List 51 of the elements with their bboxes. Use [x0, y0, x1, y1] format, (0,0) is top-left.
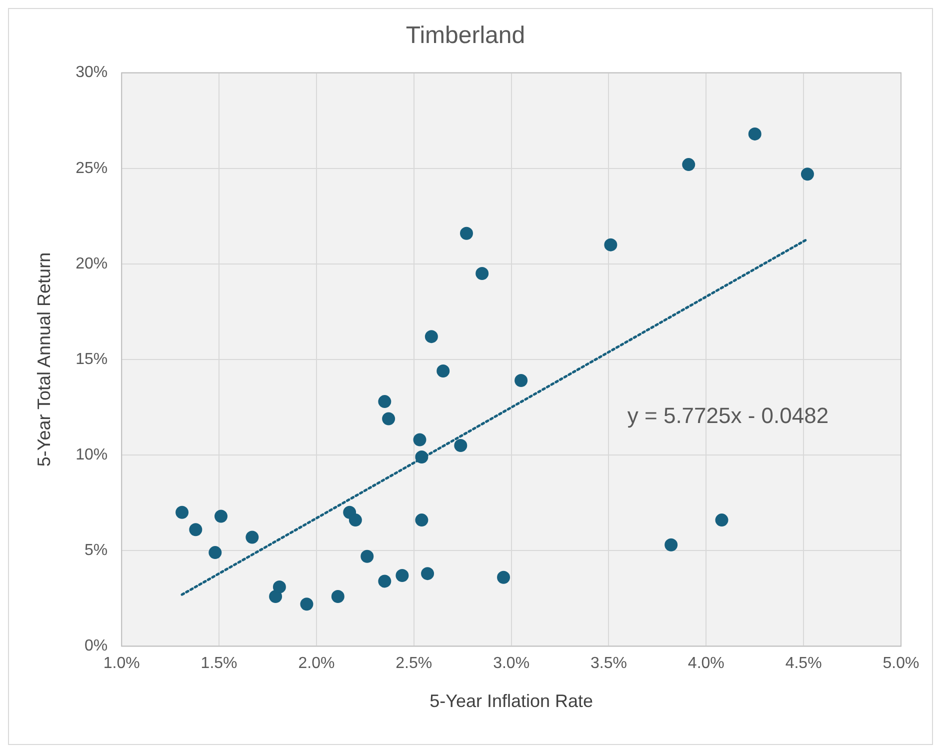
- point: [664, 538, 678, 552]
- y-tick-label: 25%: [76, 160, 108, 177]
- point: [396, 568, 409, 582]
- point: [436, 364, 450, 378]
- y-tick-label: 15%: [76, 350, 108, 368]
- point: [421, 567, 434, 580]
- point: [269, 590, 282, 604]
- x-tick-label: 1.5%: [200, 655, 238, 672]
- x-tick-label: 2.5%: [396, 655, 432, 672]
- x-axis-title: 5-Year Inflation Rate: [430, 691, 594, 712]
- point: [715, 514, 728, 527]
- annotation: y = 5.7725x - 0.0482: [627, 402, 829, 428]
- point: [800, 168, 814, 181]
- y-tick-label: 30%: [76, 64, 108, 82]
- point: [476, 266, 489, 280]
- y-tick-label: 20%: [76, 255, 108, 272]
- point: [348, 514, 362, 527]
- point: [497, 570, 510, 584]
- point: [454, 439, 468, 452]
- chart-title: Timberland: [406, 22, 526, 50]
- point: [460, 226, 473, 240]
- y-axis-title: 5-Year Total Annual Return: [34, 252, 54, 467]
- point: [246, 530, 259, 544]
- point: [208, 546, 222, 560]
- point: [331, 590, 344, 604]
- y-tick-label: 10%: [76, 446, 108, 464]
- point: [682, 158, 696, 172]
- point: [378, 574, 392, 588]
- point: [748, 127, 762, 140]
- x-tick-label: 2.0%: [298, 655, 335, 672]
- point: [214, 510, 228, 523]
- point: [300, 598, 314, 611]
- point: [514, 374, 528, 388]
- point: [604, 238, 618, 252]
- point: [378, 395, 392, 408]
- y-tick-label: 5%: [84, 542, 108, 560]
- x-tick-label: 4.5%: [785, 655, 822, 672]
- point: [424, 330, 438, 344]
- point: [189, 523, 202, 536]
- x-tick-label: 5.0%: [882, 655, 920, 672]
- x-tick-label: 1.0%: [103, 655, 140, 672]
- point: [413, 433, 426, 446]
- point: [360, 550, 374, 563]
- point: [415, 514, 428, 527]
- point: [382, 412, 396, 426]
- point: [176, 506, 189, 519]
- x-tick-label: 3.5%: [590, 655, 627, 672]
- y-tick-label: 0%: [84, 638, 108, 655]
- x-tick-label: 3.0%: [493, 655, 530, 672]
- x-tick-label: 4.0%: [688, 655, 724, 672]
- point: [272, 580, 286, 594]
